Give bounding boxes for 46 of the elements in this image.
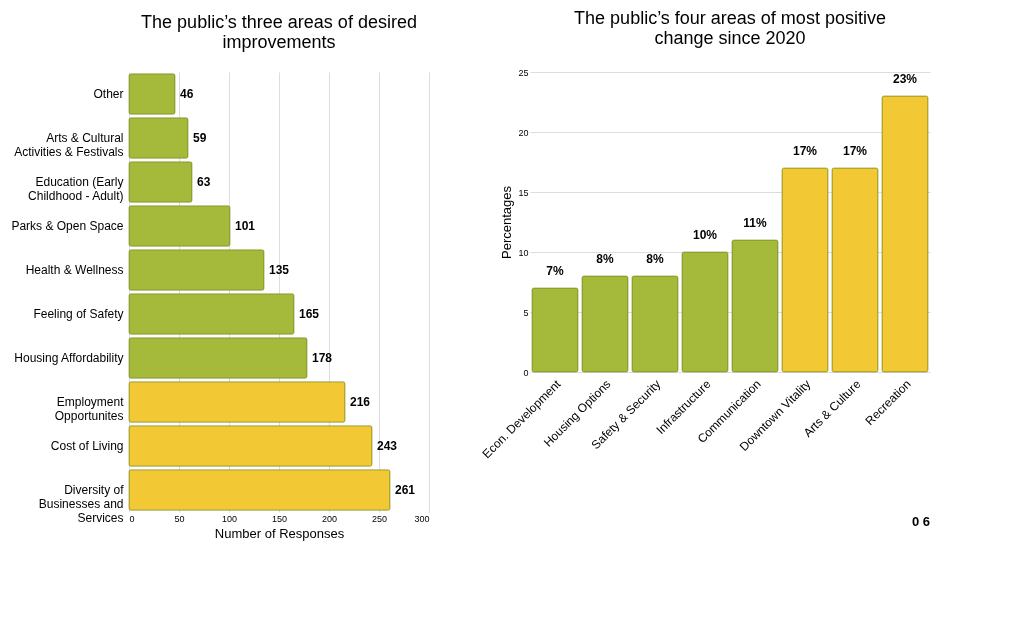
y-tick-label: 5 — [523, 307, 529, 318]
x-tick-label: 250 — [371, 513, 388, 524]
text: 0 6 — [911, 514, 930, 529]
data-label: 165 — [299, 307, 320, 321]
y-tick-label: Arts & Cultural Activities & Festivals — [14, 131, 124, 159]
x-tick-label: 100 — [221, 513, 238, 524]
y-tick-label: 10 — [518, 247, 529, 258]
y-tick-label: Diversity of Businesses and Services — [38, 483, 125, 525]
y-axis-title: Percentages — [499, 185, 515, 259]
y-tick-label: 20 — [518, 127, 529, 138]
data-label: 17% — [792, 144, 818, 158]
x-tick-label: 200 — [321, 513, 338, 524]
x-tick-label: 300 — [414, 513, 430, 524]
data-label: 10% — [692, 228, 718, 242]
y-tick-label: 25 — [518, 67, 529, 78]
data-label: 216 — [350, 395, 371, 409]
x-tick-label: 0 — [129, 513, 135, 524]
data-label: 178 — [312, 351, 333, 365]
data-label: 101 — [235, 219, 256, 233]
y-tick-label: Parks & Open Space — [11, 219, 124, 233]
data-label: 59 — [193, 131, 207, 145]
chart-title: The public’s four areas of most positive change since 2020 — [574, 8, 886, 48]
y-tick-label: 15 — [518, 187, 529, 198]
y-tick-label: Feeling of Safety — [33, 307, 124, 321]
x-axis-title: Number of Responses — [214, 525, 345, 541]
data-label: 23% — [892, 72, 918, 86]
data-label: 8% — [596, 252, 614, 266]
data-label: 8% — [646, 252, 664, 266]
y-tick-label: Cost of Living — [50, 439, 124, 453]
y-tick-label: Other — [93, 87, 124, 101]
x-tick-label: 150 — [271, 513, 288, 524]
y-tick-label: 0 — [523, 367, 529, 378]
y-tick-label: Housing Affordability — [14, 351, 124, 365]
y-tick-label: Health & Wellness — [25, 263, 124, 277]
data-label: 17% — [842, 144, 868, 158]
y-tick-label: Education (Early Childhood - Adult) — [28, 175, 124, 203]
x-tick-label: 50 — [174, 513, 185, 524]
data-label: 135 — [269, 263, 290, 277]
data-label: 11% — [743, 216, 768, 230]
data-label: 261 — [395, 483, 416, 497]
data-label: 7% — [546, 264, 564, 278]
y-tick-label: Employment Opportunites — [54, 395, 125, 423]
data-label: 63 — [197, 175, 211, 189]
data-label: 243 — [377, 439, 398, 453]
chart-title: The public’s three areas of desired improvements — [141, 12, 417, 52]
data-label: 46 — [180, 87, 194, 101]
